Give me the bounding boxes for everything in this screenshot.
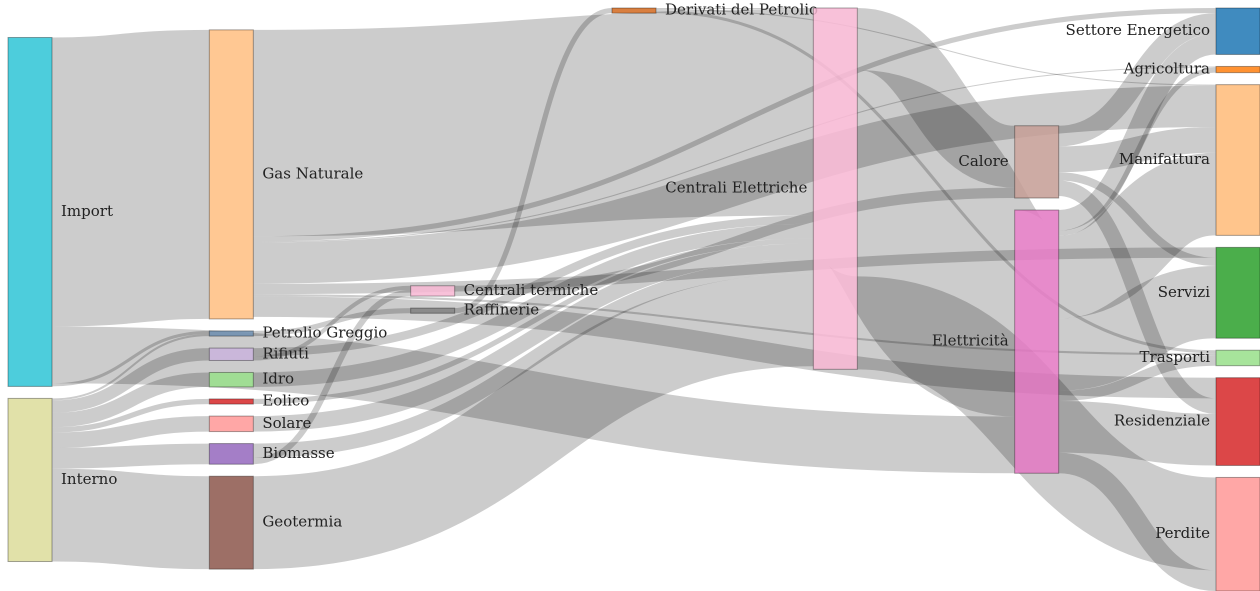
- node: [208, 475, 254, 570]
- node-label: Import: [61, 202, 113, 220]
- link: [51, 416, 210, 448]
- link: [655, 10, 1217, 354]
- node-label: Agricoltura: [1123, 60, 1210, 78]
- node: [208, 347, 254, 361]
- link: [51, 443, 210, 469]
- node: [1215, 377, 1260, 466]
- node: [208, 398, 254, 405]
- node: [410, 307, 456, 314]
- link: [454, 187, 1015, 297]
- node: [812, 7, 858, 370]
- node: [208, 371, 254, 388]
- node-label: Rifiuti: [262, 344, 309, 362]
- node-label: Gas Naturale: [262, 164, 363, 182]
- node-label: Settore Energetico: [1066, 21, 1210, 39]
- link: [51, 334, 210, 401]
- link: [253, 238, 814, 405]
- nodes: Import Interno Gas Naturale Petrolio Greggi…: [7, 1, 1260, 591]
- link: [253, 243, 814, 432]
- link: [1058, 355, 1217, 401]
- node: [1215, 65, 1260, 74]
- link: [253, 66, 1217, 243]
- node-label: Manifattura: [1119, 150, 1210, 168]
- node: [1215, 84, 1260, 236]
- link: [253, 308, 411, 337]
- link: [824, 69, 1048, 417]
- node: [611, 7, 657, 14]
- link: [253, 85, 1217, 284]
- node-label: Solare: [262, 414, 311, 432]
- node-label: Eolico: [262, 392, 309, 410]
- node-label: Centrali termiche: [464, 281, 599, 299]
- link: [854, 8, 1018, 188]
- node-label: Raffinerie: [464, 301, 540, 319]
- node-label: Idro: [262, 370, 294, 388]
- link: [51, 330, 210, 387]
- link: [51, 372, 210, 428]
- link: [1058, 172, 1217, 266]
- node: [208, 330, 254, 337]
- node-label: Geotermia: [262, 513, 342, 531]
- link: [51, 468, 210, 570]
- node: [1215, 349, 1260, 367]
- link: [253, 285, 411, 361]
- node-label: Interno: [61, 470, 117, 488]
- link: [51, 398, 210, 433]
- node-label: Centrali Elettriche: [665, 179, 807, 197]
- link: [253, 9, 814, 237]
- link: [1057, 452, 1217, 591]
- link: [253, 258, 814, 459]
- node-label: Elettricità: [932, 332, 1009, 350]
- link: [655, 9, 1217, 86]
- link: [1058, 67, 1217, 236]
- link: [253, 7, 1217, 242]
- link: [454, 8, 613, 314]
- link: [1057, 180, 1217, 414]
- link: [1058, 400, 1217, 466]
- link: [253, 223, 814, 387]
- link: [1056, 152, 1219, 319]
- node: [7, 397, 53, 563]
- node: [208, 29, 254, 320]
- links: [51, 7, 1219, 591]
- node-label: Derivati del Petrolio: [665, 1, 818, 19]
- node: [410, 285, 456, 297]
- node-label: Trasporti: [1140, 348, 1211, 366]
- node: [1014, 209, 1060, 474]
- node-label: Calore: [958, 152, 1008, 170]
- node: [1215, 7, 1260, 55]
- node: [208, 443, 254, 465]
- link: [1058, 13, 1217, 147]
- node-label: Servizi: [1158, 283, 1210, 301]
- link: [253, 215, 814, 357]
- link: [1057, 33, 1218, 231]
- node: [1215, 476, 1260, 591]
- link: [252, 273, 814, 570]
- node-label: Biomasse: [262, 444, 334, 462]
- link: [1058, 126, 1217, 173]
- link: [1057, 265, 1218, 391]
- node: [1014, 125, 1060, 199]
- node-label: Perdite: [1155, 524, 1210, 542]
- node: [7, 36, 53, 387]
- node-label: Petrolio Greggio: [262, 324, 387, 342]
- node: [1215, 246, 1260, 339]
- link: [51, 29, 211, 327]
- node: [208, 415, 254, 433]
- node-label: Residenziale: [1114, 412, 1210, 430]
- link: [51, 348, 210, 413]
- link: [253, 289, 411, 465]
